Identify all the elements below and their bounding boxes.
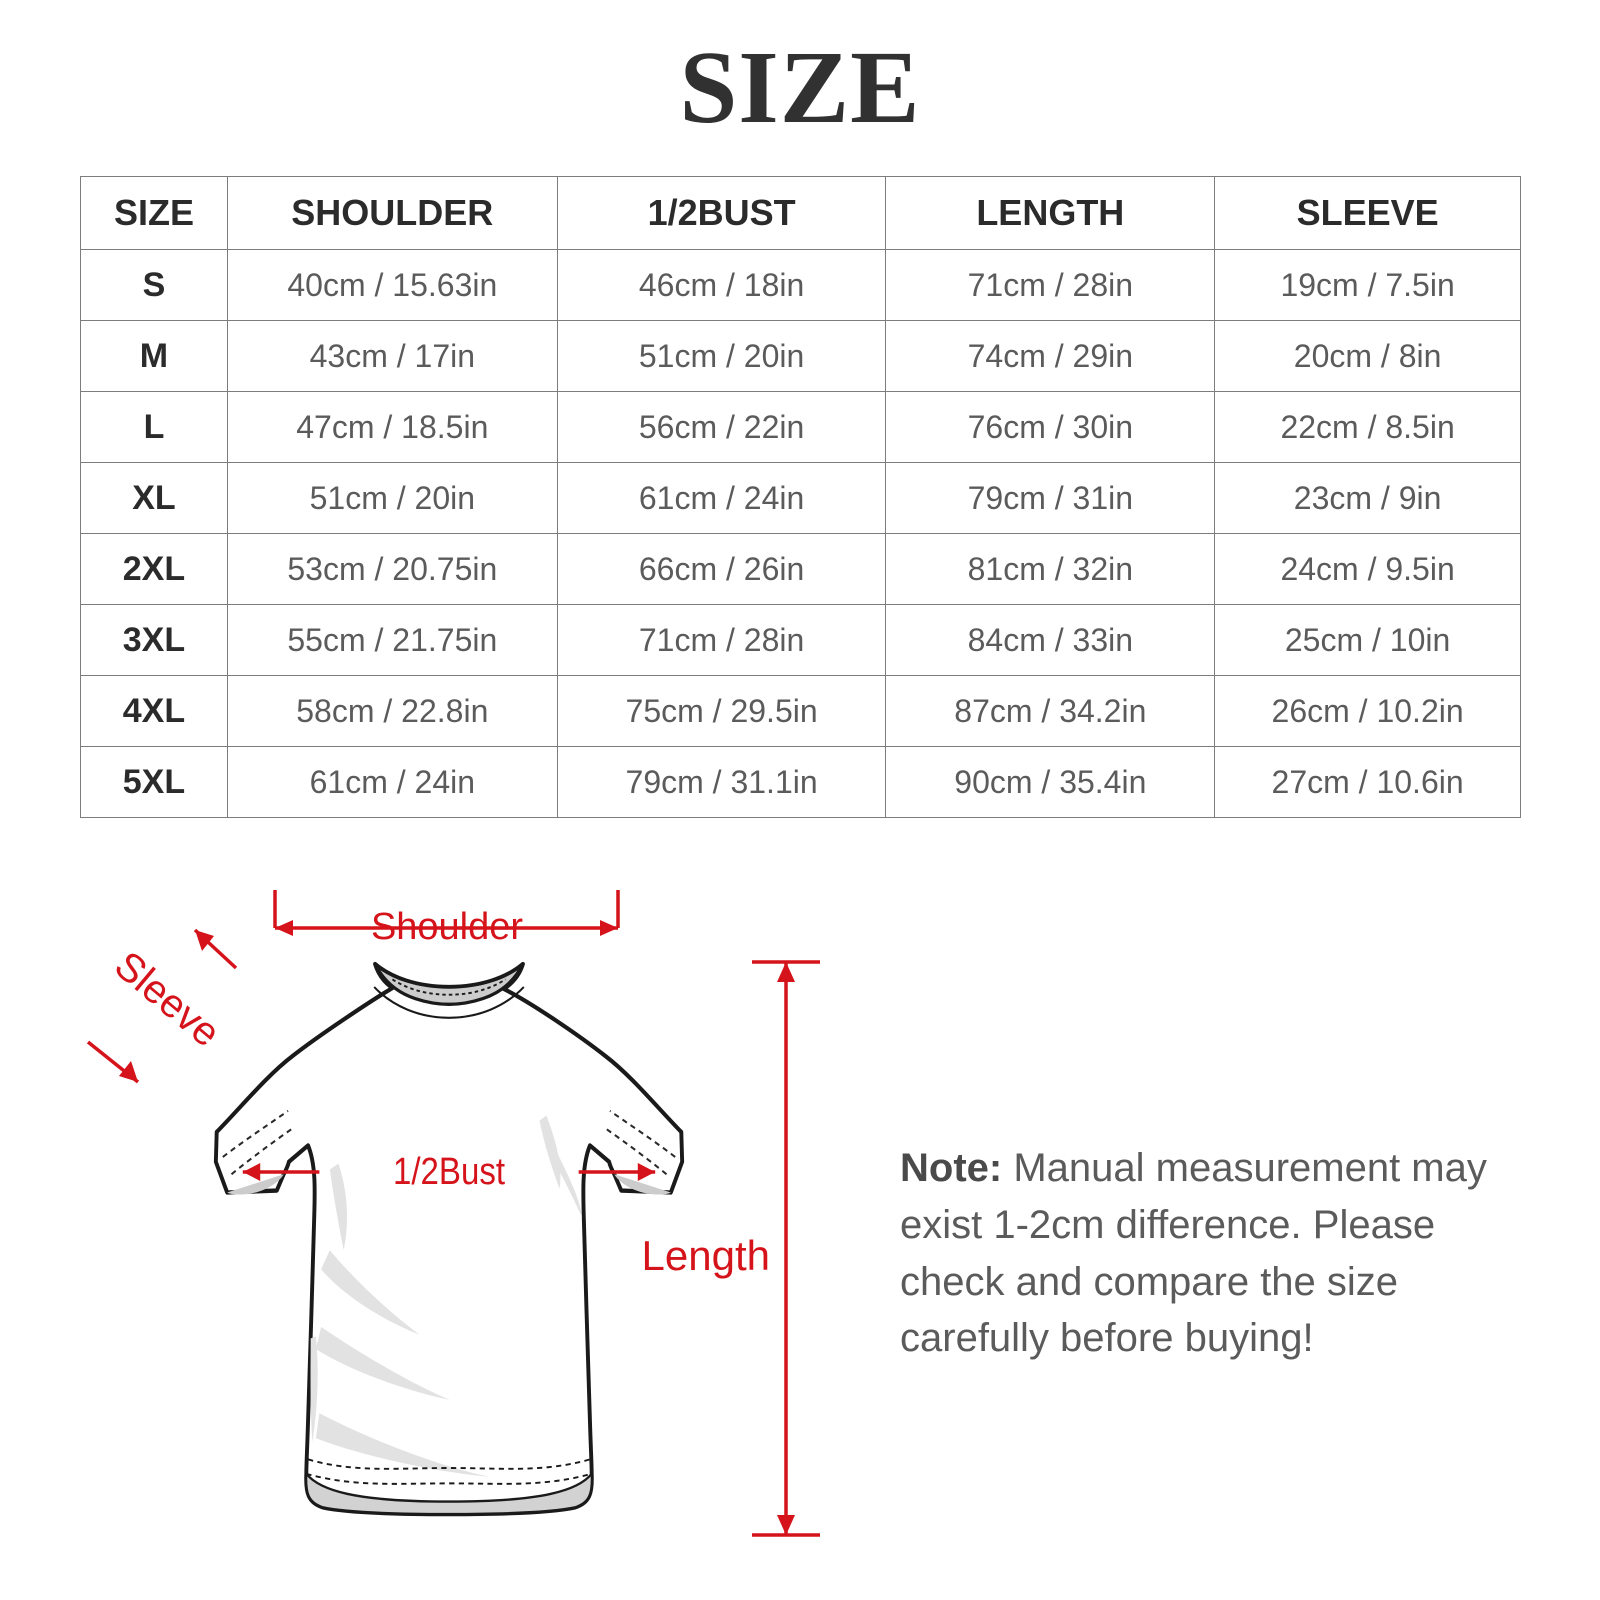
svg-text:Length: Length bbox=[642, 1232, 770, 1279]
svg-text:1/2Bust: 1/2Bust bbox=[393, 1150, 505, 1193]
svg-text:Sleeve: Sleeve bbox=[106, 943, 228, 1055]
svg-text:Shoulder: Shoulder bbox=[371, 906, 523, 948]
